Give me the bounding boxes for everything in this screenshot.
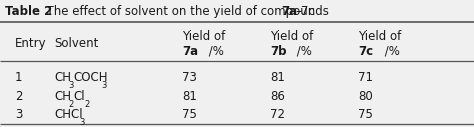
Text: 73: 73 [182, 71, 197, 84]
Text: Table 2: Table 2 [5, 5, 52, 18]
Text: 7a: 7a [182, 45, 199, 58]
Text: 72: 72 [270, 108, 285, 121]
Text: 80: 80 [358, 90, 373, 103]
Text: CH: CH [55, 90, 72, 103]
Text: /%: /% [205, 45, 224, 58]
Text: 7a: 7a [281, 5, 297, 18]
Text: CH: CH [55, 71, 72, 84]
Text: 86: 86 [270, 90, 285, 103]
Text: CHCl: CHCl [55, 108, 83, 121]
Text: Cl: Cl [73, 90, 85, 103]
Text: 3: 3 [79, 118, 84, 127]
Text: Yield of: Yield of [358, 30, 401, 43]
Text: 7c: 7c [358, 45, 373, 58]
Text: 3: 3 [68, 81, 73, 90]
Text: /%: /% [381, 45, 400, 58]
Text: 75: 75 [182, 108, 197, 121]
Text: 2: 2 [68, 100, 73, 109]
Text: 75: 75 [358, 108, 373, 121]
Text: COCH: COCH [73, 71, 108, 84]
Text: 81: 81 [270, 71, 285, 84]
Text: 81: 81 [182, 90, 197, 103]
Text: 71: 71 [358, 71, 373, 84]
Text: 3: 3 [15, 108, 23, 121]
Text: The effect of solvent on the yield of compounds: The effect of solvent on the yield of co… [39, 5, 333, 18]
Text: /%: /% [293, 45, 312, 58]
Text: Yield of: Yield of [182, 30, 226, 43]
Text: 2: 2 [15, 90, 23, 103]
Text: Entry: Entry [15, 37, 47, 50]
Text: –7c: –7c [295, 5, 315, 18]
Text: 2: 2 [84, 100, 90, 109]
Text: Solvent: Solvent [55, 37, 99, 50]
Text: 3: 3 [101, 81, 106, 90]
Text: 7b: 7b [270, 45, 287, 58]
Text: Yield of: Yield of [270, 30, 313, 43]
Text: 1: 1 [15, 71, 23, 84]
